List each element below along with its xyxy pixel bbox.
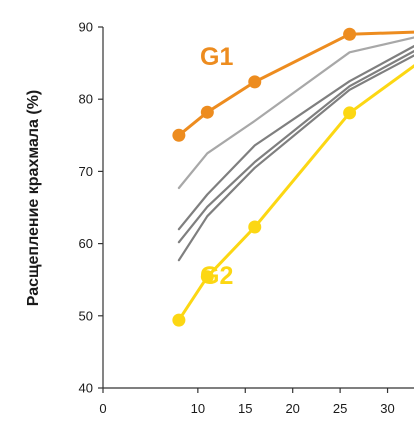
data-point-g1 [200,105,214,119]
y-tick-label: 50 [79,308,93,323]
ticks-group: 40 50 60 70 80 90 0 10 15 20 25 30 [79,20,395,417]
x-tick-label: 30 [380,401,394,416]
series-line-gray-2 [177,36,414,190]
y-axis-label: Расщепление крахмала (%) [25,90,42,307]
data-point-g2 [172,313,186,327]
series-line-gray-5 [177,54,414,262]
data-point-g1 [343,27,357,41]
series-label-g2: G2 [200,262,233,290]
series-line-gray-3 [177,44,414,231]
x-tick-label: 10 [191,401,205,416]
data-point-g1 [172,128,186,142]
y-tick-label: 40 [79,381,93,396]
y-tick-label: 70 [79,164,93,179]
data-point-g2 [248,220,262,234]
x-tick-label: 20 [285,401,299,416]
y-tick-label: 90 [79,20,93,35]
y-tick-label: 60 [79,236,93,251]
series-line-gray-4 [177,49,414,244]
x-tick-label: 25 [333,401,347,416]
series-group [172,27,414,327]
data-point-g2 [343,106,357,120]
data-point-g1 [248,75,262,89]
axes-group [102,27,414,389]
y-tick-label: 80 [79,92,93,107]
x-tick-label: 15 [238,401,252,416]
series-label-g1: G1 [200,43,233,71]
data-point-g2 [200,270,214,284]
x-tick-label: 0 [99,401,106,416]
